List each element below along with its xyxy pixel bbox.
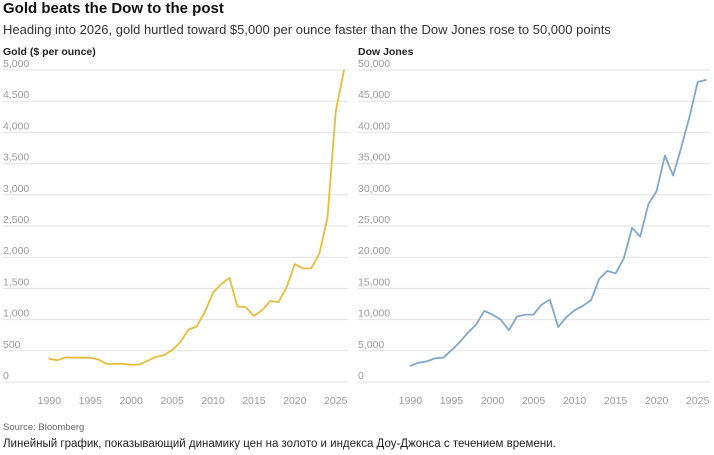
dow-jones-chart: 0 5,000 10,000 15,000 20,000 25,000 30,000 35,0… xyxy=(358,58,710,407)
gold-y-tick-label: 500 xyxy=(3,339,21,351)
charts-canvas: 0 500 1,000 1,500 2,000 2,500 3,000 3,500 4,000 4… xyxy=(3,58,710,407)
dow-y-tick-label: 0 xyxy=(358,370,364,382)
gold-panel-title: Gold ($ per ounce) xyxy=(3,46,96,58)
gold-y-tick-label: 5,000 xyxy=(3,58,29,70)
dow-x-tick-label: 2010 xyxy=(563,395,587,407)
dow-x-tick-label: 2020 xyxy=(645,395,669,407)
dow-series-line xyxy=(409,79,707,367)
chart-caption: Линейный график, показывающий динамику ц… xyxy=(3,438,556,450)
dow-y-tick-label: 35,000 xyxy=(358,152,390,164)
gold-y-tick-label: 1,500 xyxy=(3,276,29,288)
dow-panel-title: Dow Jones xyxy=(358,46,414,58)
dow-y-tick-label: 45,000 xyxy=(358,89,390,101)
gold-x-tick-label: 1995 xyxy=(79,395,103,407)
gold-x-tick-label: 2015 xyxy=(242,395,266,407)
dow-y-tick-label: 10,000 xyxy=(358,308,390,320)
dow-x-tick-label: 1990 xyxy=(399,395,423,407)
gold-y-tick-label: 0 xyxy=(3,370,9,382)
gold-y-tick-label: 2,500 xyxy=(3,214,29,226)
gold-x-tick-label: 2010 xyxy=(201,395,225,407)
gold-x-tick-label: 2025 xyxy=(324,395,348,407)
dow-x-tick-label: 2000 xyxy=(481,395,505,407)
gold-x-tick-label: 2020 xyxy=(283,395,307,407)
dow-y-tick-label: 30,000 xyxy=(358,183,390,195)
gold-y-tick-label: 3,000 xyxy=(3,183,29,195)
gold-series-line xyxy=(48,69,345,366)
gold-y-tick-label: 3,500 xyxy=(3,152,29,164)
gold-x-tick-label: 2000 xyxy=(120,395,144,407)
dow-y-tick-label: 50,000 xyxy=(358,58,390,70)
gold-y-tick-label: 2,000 xyxy=(3,245,29,257)
chart-title: Gold beats the Dow to the post xyxy=(3,0,224,17)
gold-x-tick-label: 2005 xyxy=(160,395,184,407)
gold-y-tick-label: 4,500 xyxy=(3,89,29,101)
dow-y-tick-label: 40,000 xyxy=(358,120,390,132)
dow-y-tick-label: 25,000 xyxy=(358,214,390,226)
dow-x-tick-label: 2015 xyxy=(604,395,628,407)
dow-x-tick-label: 2005 xyxy=(522,395,546,407)
chart-subtitle: Heading into 2026, gold hurtled toward $… xyxy=(3,22,611,37)
gold-y-tick-label: 4,000 xyxy=(3,120,29,132)
dow-x-tick-label: 2025 xyxy=(686,395,710,407)
gold-chart: 0 500 1,000 1,500 2,000 2,500 3,000 3,500 4,000 4… xyxy=(3,58,348,407)
gold-x-tick-label: 1990 xyxy=(38,395,62,407)
gold-y-tick-label: 1,000 xyxy=(3,308,29,320)
source-note: Source: Bloomberg xyxy=(3,422,85,433)
dow-y-tick-label: 20,000 xyxy=(358,245,390,257)
dow-x-tick-label: 1995 xyxy=(440,395,464,407)
dow-y-tick-label: 5,000 xyxy=(358,339,384,351)
dow-y-tick-label: 15,000 xyxy=(358,276,390,288)
